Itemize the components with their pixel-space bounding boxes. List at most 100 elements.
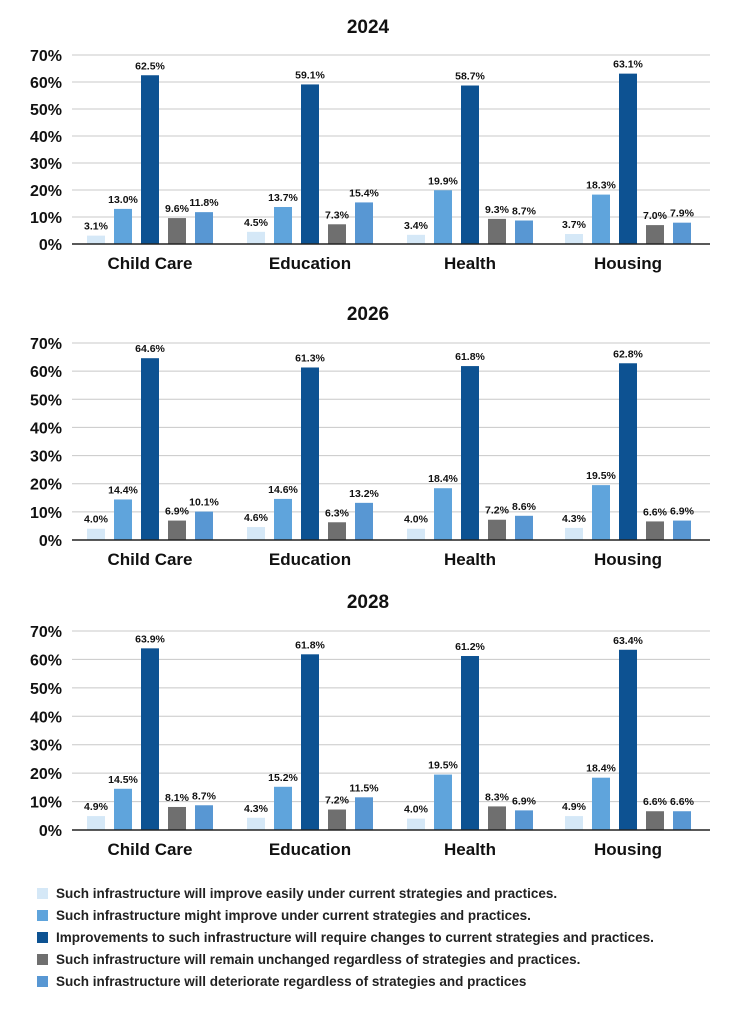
data-label: 3.1% bbox=[84, 221, 109, 233]
y-tick-label: 20% bbox=[30, 766, 62, 783]
bar bbox=[592, 777, 610, 830]
bar bbox=[515, 810, 533, 830]
category-label: Education bbox=[269, 254, 351, 273]
category-label: Health bbox=[444, 550, 496, 569]
bar bbox=[565, 527, 583, 540]
data-label: 4.9% bbox=[84, 801, 109, 813]
data-label: 7.3% bbox=[325, 209, 350, 221]
category-label: Health bbox=[444, 254, 496, 273]
data-label: 63.4% bbox=[613, 635, 643, 647]
legend-label: Such infrastructure will deteriorate reg… bbox=[56, 973, 527, 989]
bar bbox=[195, 805, 213, 830]
data-label: 61.8% bbox=[455, 351, 485, 363]
category-label: Housing bbox=[594, 254, 662, 273]
bar bbox=[434, 774, 452, 830]
y-tick-label: 40% bbox=[30, 129, 62, 146]
charts-figure: 2024 0% 10% 20% 30% 40% 50% 60% 70% 3.1% 13.0% 62.5… bbox=[30, 17, 710, 859]
data-label: 58.7% bbox=[455, 71, 485, 83]
bar bbox=[673, 811, 691, 830]
bar bbox=[328, 224, 346, 244]
data-label: 62.5% bbox=[135, 60, 165, 72]
bar bbox=[141, 75, 159, 244]
bar bbox=[592, 194, 610, 244]
data-label: 6.9% bbox=[165, 506, 190, 518]
bar bbox=[274, 207, 292, 244]
data-label: 14.5% bbox=[108, 774, 138, 786]
data-label: 6.3% bbox=[325, 507, 350, 519]
y-tick-label: 50% bbox=[30, 102, 62, 119]
data-label: 8.6% bbox=[512, 501, 537, 513]
bar bbox=[461, 85, 479, 244]
legend-label: Such infrastructure will remain unchange… bbox=[56, 951, 581, 967]
data-label: 4.9% bbox=[562, 801, 587, 813]
y-tick-label: 50% bbox=[30, 392, 62, 409]
data-label: 7.2% bbox=[485, 505, 510, 517]
category-label: Housing bbox=[594, 550, 662, 569]
data-label: 6.6% bbox=[643, 506, 668, 518]
legend-item: Such infrastructure might improve under … bbox=[37, 904, 717, 926]
data-label: 8.3% bbox=[485, 791, 510, 803]
legend: Such infrastructure will improve easily … bbox=[37, 882, 717, 992]
y-tick-label: 70% bbox=[30, 48, 62, 65]
bar bbox=[328, 522, 346, 540]
data-label: 4.0% bbox=[404, 804, 429, 816]
legend-swatch bbox=[37, 909, 48, 921]
legend-item: Such infrastructure will deteriorate reg… bbox=[37, 970, 717, 992]
data-label: 13.0% bbox=[108, 194, 138, 206]
data-label: 6.9% bbox=[512, 795, 537, 807]
bar bbox=[247, 527, 265, 540]
data-label: 13.7% bbox=[268, 192, 298, 204]
bar bbox=[274, 498, 292, 540]
bar bbox=[168, 218, 186, 244]
bar bbox=[87, 528, 105, 540]
category-label: Housing bbox=[594, 840, 662, 859]
data-label: 61.8% bbox=[295, 639, 325, 651]
bar bbox=[274, 786, 292, 830]
data-label: 7.0% bbox=[643, 210, 668, 222]
y-tick-label: 0% bbox=[39, 533, 62, 550]
bar bbox=[434, 190, 452, 244]
y-tick-label: 60% bbox=[30, 75, 62, 92]
bar bbox=[301, 84, 319, 245]
data-label: 15.2% bbox=[268, 772, 298, 784]
chart-title: 2024 bbox=[347, 17, 390, 38]
data-label: 6.6% bbox=[643, 796, 668, 808]
data-label: 4.0% bbox=[84, 514, 109, 526]
category-label: Child Care bbox=[107, 550, 192, 569]
data-label: 7.2% bbox=[325, 795, 350, 807]
data-label: 8.7% bbox=[512, 206, 537, 218]
data-label: 59.1% bbox=[295, 69, 325, 81]
y-tick-label: 10% bbox=[30, 795, 62, 812]
bar bbox=[646, 811, 664, 830]
bar bbox=[565, 234, 583, 244]
bar bbox=[168, 520, 186, 540]
bar bbox=[461, 366, 479, 540]
legend-label: Such infrastructure might improve under … bbox=[56, 907, 531, 923]
data-label: 63.9% bbox=[135, 633, 165, 645]
y-tick-label: 60% bbox=[30, 652, 62, 669]
data-label: 18.4% bbox=[428, 473, 458, 485]
legend-item: Improvements to such infrastructure will… bbox=[37, 926, 717, 948]
data-label: 10.1% bbox=[189, 497, 219, 509]
data-label: 3.7% bbox=[562, 219, 587, 231]
data-label: 18.3% bbox=[586, 180, 616, 192]
data-label: 9.6% bbox=[165, 203, 190, 215]
y-tick-label: 20% bbox=[30, 183, 62, 200]
chart-title: 2028 bbox=[347, 592, 389, 613]
data-label: 61.3% bbox=[295, 352, 325, 364]
data-label: 4.3% bbox=[562, 513, 587, 525]
data-label: 63.1% bbox=[613, 59, 643, 71]
bar bbox=[407, 818, 425, 830]
data-label: 6.9% bbox=[670, 506, 695, 518]
y-tick-label: 50% bbox=[30, 681, 62, 698]
y-tick-label: 70% bbox=[30, 336, 62, 353]
bar bbox=[434, 488, 452, 540]
bar bbox=[592, 485, 610, 540]
bar bbox=[114, 208, 132, 244]
bar bbox=[565, 816, 583, 830]
legend-item: Such infrastructure will improve easily … bbox=[37, 882, 717, 904]
y-tick-label: 0% bbox=[39, 237, 62, 254]
legend-label: Such infrastructure will improve easily … bbox=[56, 885, 558, 901]
bar bbox=[407, 528, 425, 540]
bar bbox=[619, 73, 637, 244]
